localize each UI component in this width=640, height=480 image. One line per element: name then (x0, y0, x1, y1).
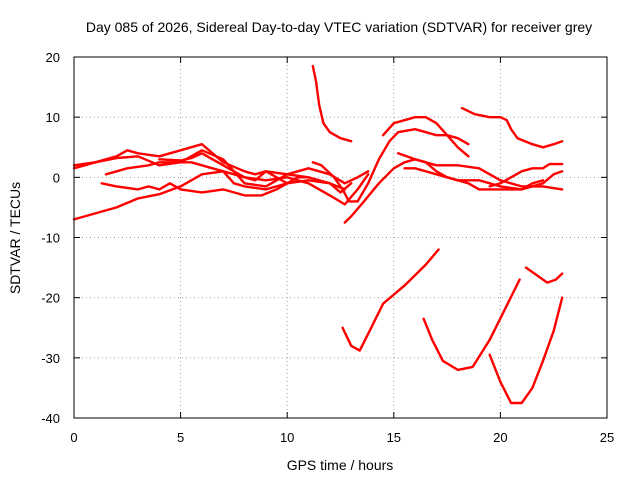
y-tick-label: 0 (53, 170, 60, 185)
series-line-s1 (72, 170, 370, 221)
y-axis-label: SDTVAR / TECUs (7, 182, 23, 294)
chart-title: Day 085 of 2026, Sidereal Day-to-day VTE… (86, 19, 592, 35)
series-line-s12 (403, 167, 545, 191)
y-tick-label: -20 (41, 291, 60, 306)
series-line-s17 (488, 296, 564, 405)
x-tick-label: 5 (177, 430, 184, 445)
y-tick-label: 10 (46, 110, 60, 125)
series-line-s7 (311, 64, 353, 143)
x-tick-label: 15 (387, 430, 401, 445)
plot-frame (73, 56, 608, 419)
x-tick-label: 10 (280, 430, 294, 445)
x-tick-label: 20 (493, 430, 507, 445)
tick-labels: 0 5 10 15 20 25 -40 -30 -20 -10 0 10 20 (41, 50, 614, 445)
series-line-s13 (460, 106, 564, 149)
series-line-s14 (488, 162, 564, 188)
series-line-s5 (104, 161, 346, 191)
y-tick-label: -40 (41, 411, 60, 426)
series-line-s16 (422, 278, 521, 372)
series-line-s18 (524, 266, 564, 284)
series-group (72, 64, 564, 405)
x-axis-label: GPS time / hours (287, 457, 394, 473)
y-tick-label: -10 (41, 231, 60, 246)
series-line-s10 (381, 115, 470, 158)
x-tick-label: 0 (70, 430, 77, 445)
series-line-s8 (311, 127, 470, 203)
x-tick-label: 25 (600, 430, 614, 445)
y-tick-label: 20 (46, 50, 60, 65)
series-line-s15 (341, 248, 440, 352)
series-line-s11 (396, 152, 564, 191)
series-line-s6 (158, 152, 289, 185)
y-tick-label: -30 (41, 351, 60, 366)
